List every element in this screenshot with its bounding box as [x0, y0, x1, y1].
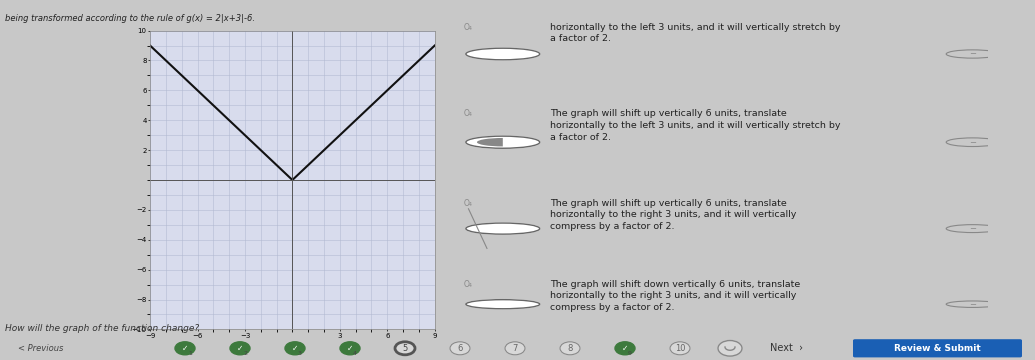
Text: 6: 6	[457, 344, 463, 353]
Text: The graph will shift up vertically 6 units, translate
horizontally to the left 3: The graph will shift up vertically 6 uni…	[551, 109, 840, 142]
Text: 1: 1	[188, 351, 191, 356]
Text: Next  ›: Next ›	[770, 343, 803, 353]
Circle shape	[285, 342, 305, 355]
Text: 4: 4	[353, 351, 357, 356]
Text: ✓: ✓	[237, 344, 243, 353]
Circle shape	[466, 223, 540, 234]
Text: ✓: ✓	[182, 344, 188, 353]
Text: 3: 3	[298, 351, 302, 356]
Text: 7: 7	[512, 344, 518, 353]
Text: ✓: ✓	[347, 344, 353, 353]
Circle shape	[466, 136, 540, 148]
Text: −: −	[969, 224, 976, 233]
Circle shape	[175, 342, 195, 355]
Text: 2: 2	[243, 351, 247, 356]
Circle shape	[341, 342, 360, 355]
Circle shape	[466, 48, 540, 60]
Text: The graph will shift up vertically 6 units, translate
horizontally to the right : The graph will shift up vertically 6 uni…	[551, 198, 797, 231]
Text: −: −	[969, 49, 976, 58]
Text: ✓: ✓	[622, 344, 628, 353]
Text: −: −	[969, 300, 976, 309]
Text: −: −	[969, 138, 976, 147]
Text: ✓: ✓	[292, 344, 298, 353]
Text: 8: 8	[567, 344, 572, 353]
Circle shape	[615, 342, 635, 355]
Text: Review & Submit: Review & Submit	[893, 344, 980, 353]
Circle shape	[395, 342, 415, 355]
Circle shape	[450, 342, 470, 355]
Wedge shape	[477, 138, 503, 147]
Circle shape	[230, 342, 250, 355]
Text: < Previous: < Previous	[18, 344, 63, 353]
Circle shape	[670, 342, 690, 355]
Text: O₄: O₄	[464, 23, 472, 32]
Text: O₄: O₄	[464, 198, 472, 207]
Text: horizontally to the left 3 units, and it will vertically stretch by
a factor of : horizontally to the left 3 units, and it…	[551, 23, 840, 43]
Text: 5: 5	[403, 344, 408, 353]
Circle shape	[718, 341, 742, 356]
FancyBboxPatch shape	[853, 339, 1022, 357]
Text: 9: 9	[628, 351, 632, 356]
Text: O₄: O₄	[464, 109, 472, 118]
Text: How will the graph of the function change?: How will the graph of the function chang…	[5, 324, 200, 333]
Circle shape	[505, 342, 525, 355]
Text: being transformed according to the rule of g(x) = 2|x+3|-6.: being transformed according to the rule …	[5, 14, 256, 23]
Circle shape	[560, 342, 580, 355]
Text: 10: 10	[675, 344, 685, 353]
Circle shape	[466, 300, 540, 309]
Text: The graph will shift down vertically 6 units, translate
horizontally to the righ: The graph will shift down vertically 6 u…	[551, 280, 800, 312]
Text: O₄: O₄	[464, 280, 472, 289]
